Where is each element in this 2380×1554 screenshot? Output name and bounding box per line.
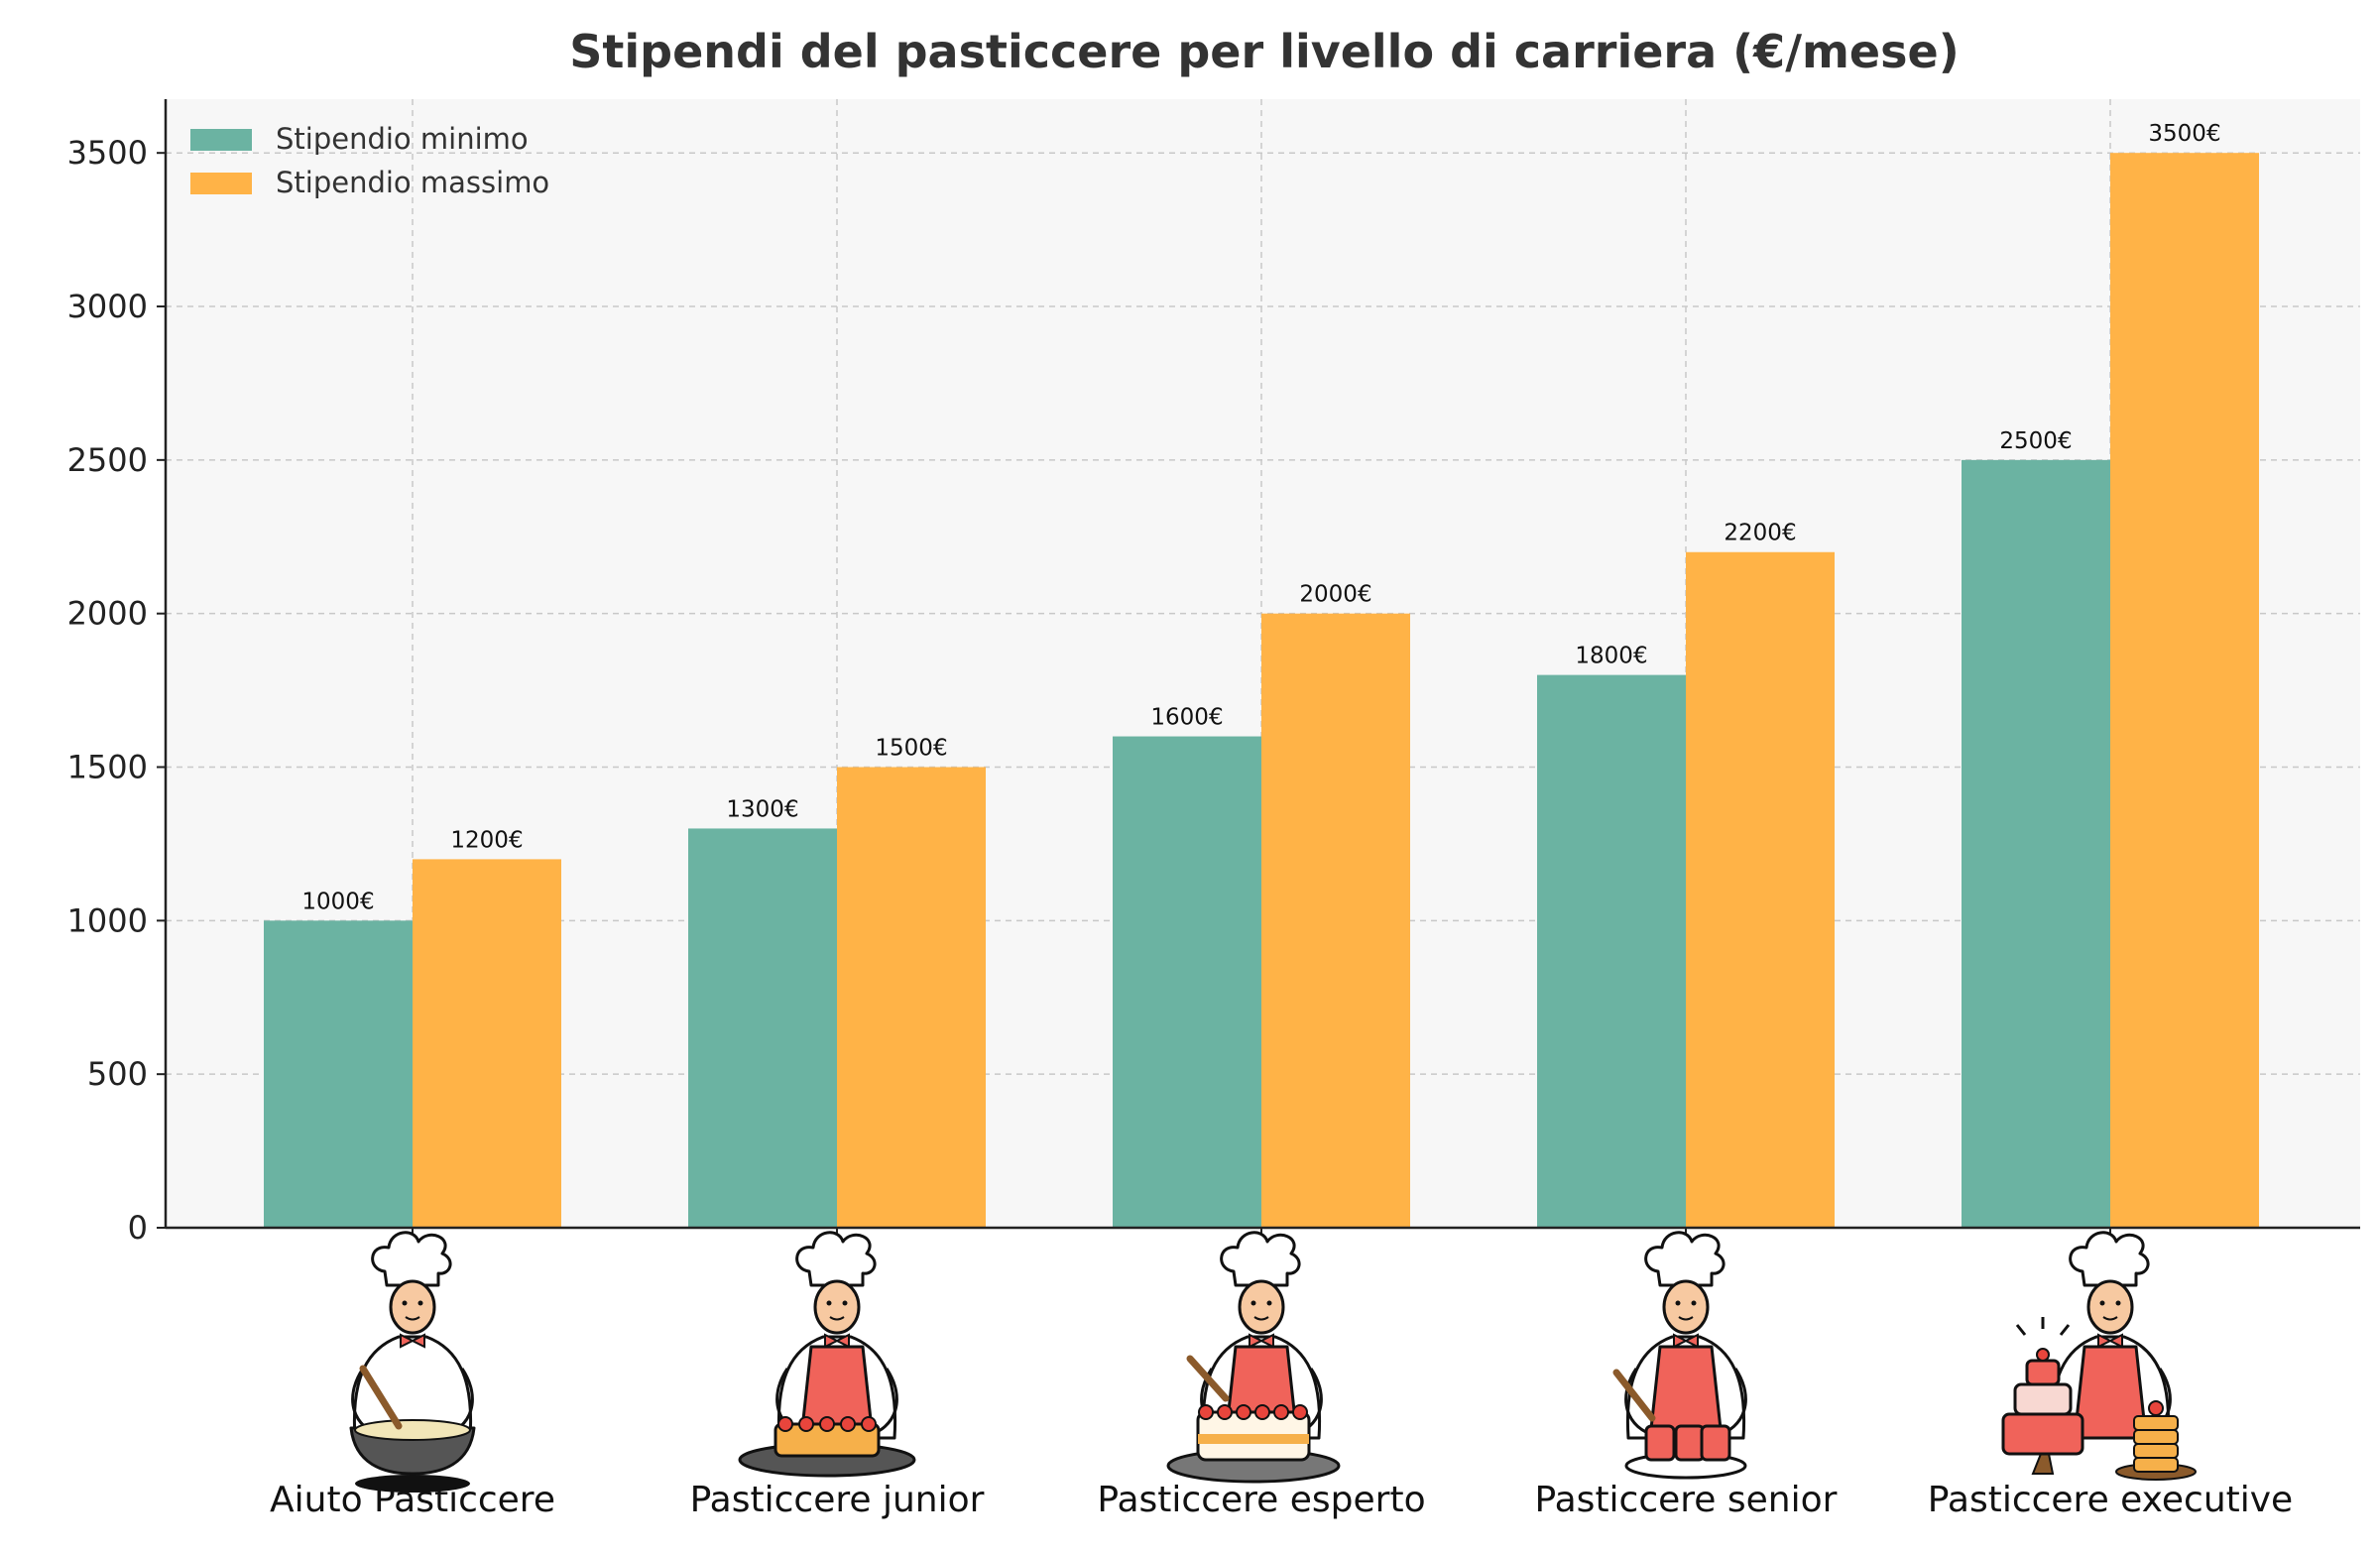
data-label: 1200€ xyxy=(450,827,523,853)
x-category-label: Pasticcere junior xyxy=(690,1480,985,1520)
legend-swatch xyxy=(190,129,252,151)
category-icons xyxy=(349,1231,2197,1493)
y-tick-label: 0 xyxy=(128,1209,148,1247)
chart-title: Stipendi del pasticcere per livello di c… xyxy=(569,25,1959,78)
bar-max xyxy=(1261,613,1410,1228)
bar-max xyxy=(1686,551,1835,1228)
data-label: 1600€ xyxy=(1150,705,1223,731)
pastry-chef-with-pastries-icon xyxy=(1612,1231,1747,1480)
legend-swatch xyxy=(190,173,252,194)
y-tick-label: 1000 xyxy=(67,901,148,939)
data-labels: 1000€ 1300€ 1600€ 1800€ 2500€ 1200€ 1500€ 2000€… xyxy=(301,121,2220,914)
y-tick-label: 3500 xyxy=(67,134,148,172)
data-label: 2200€ xyxy=(1724,521,1796,546)
pastry-chef-decorating-tart-icon xyxy=(738,1231,916,1478)
y-tick-label: 2000 xyxy=(67,595,148,633)
data-label: 2500€ xyxy=(1999,428,2072,454)
y-tick-label: 2500 xyxy=(67,441,148,479)
bar-min xyxy=(264,920,413,1228)
bars xyxy=(264,153,2259,1229)
y-tick-label: 1500 xyxy=(67,749,148,786)
legend-label: Stipendio minimo xyxy=(276,122,529,156)
data-label: 3500€ xyxy=(2148,121,2220,147)
legend: Stipendio minimo Stipendio massimo xyxy=(190,122,549,199)
bar-min xyxy=(1113,736,1261,1228)
x-category-label: Pasticcere senior xyxy=(1535,1480,1838,1520)
legend-label: Stipendio massimo xyxy=(276,166,549,199)
x-category-label: Pasticcere executive xyxy=(1928,1480,2293,1520)
data-label: 1800€ xyxy=(1575,644,1647,669)
bar-max xyxy=(413,859,561,1228)
pastry-chef-whisking-cake-icon xyxy=(1166,1231,1341,1484)
bar-min xyxy=(1962,459,2110,1228)
bar-min xyxy=(688,828,837,1228)
y-tick-label: 3000 xyxy=(67,288,148,325)
pastry-chef-with-tiered-cakes-icon xyxy=(2001,1231,2197,1481)
data-label: 1000€ xyxy=(301,889,374,914)
y-tick-label: 500 xyxy=(87,1055,148,1093)
data-label: 1300€ xyxy=(726,796,798,822)
bar-max xyxy=(837,767,986,1228)
bar-min xyxy=(1537,674,1686,1228)
pastry-chef-whisking-bowl-icon xyxy=(349,1231,476,1493)
data-label: 1500€ xyxy=(875,736,947,762)
bar-max xyxy=(2110,153,2259,1229)
data-label: 2000€ xyxy=(1299,582,1371,608)
x-category-label: Pasticcere esperto xyxy=(1097,1480,1425,1520)
